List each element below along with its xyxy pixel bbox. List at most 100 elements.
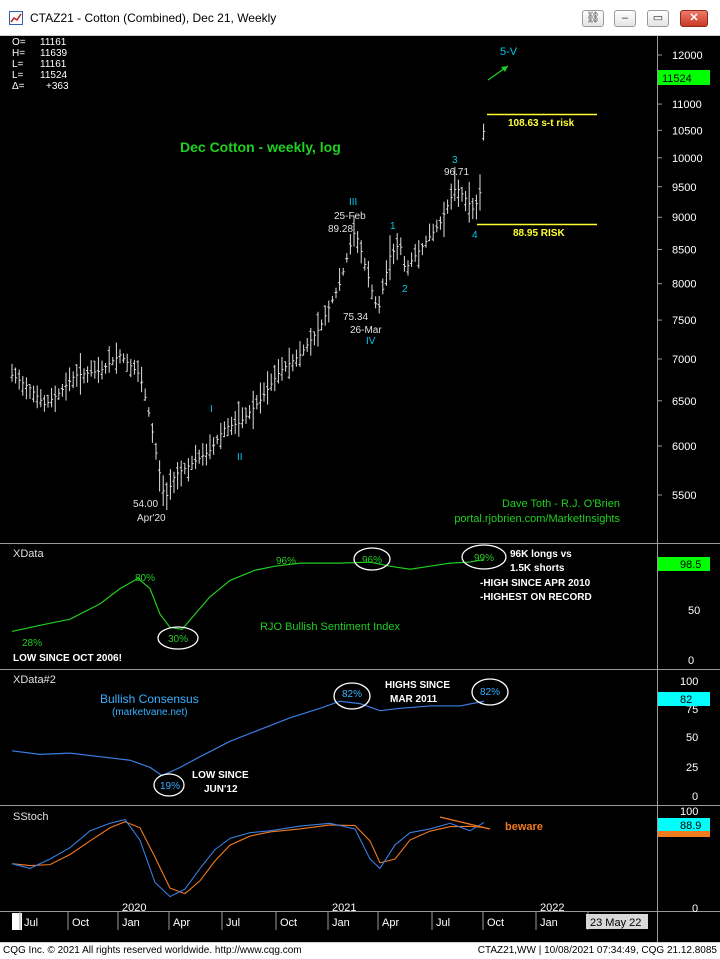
price-bar: [309, 328, 313, 356]
time-label-jan-22: Jan: [540, 917, 558, 929]
price-bar: [294, 349, 298, 367]
price-bar: [438, 216, 442, 230]
price-bar: [334, 287, 338, 299]
sstoch-beware-label: beware: [505, 821, 543, 833]
time-label-2022: 2022: [540, 902, 564, 914]
ohlc-last-value: 11524: [40, 70, 68, 81]
price-bar: [125, 353, 129, 372]
wave-3-price: 96.71: [444, 167, 469, 178]
price-bar: [42, 395, 46, 412]
price-bar: [226, 417, 230, 437]
price-tick-label: 9000: [672, 212, 696, 224]
time-label-2021: 2021: [332, 902, 356, 914]
price-bar: [46, 394, 50, 408]
price-bar: [222, 421, 226, 438]
price-bar: [104, 363, 108, 374]
wave-IV-date: 26-Mar: [350, 325, 382, 336]
price-bar: [190, 455, 194, 470]
low-price: 54.00: [133, 499, 158, 510]
last-price-text: 11524: [662, 73, 692, 85]
xdata2-last-marker: [658, 692, 710, 706]
chart-app-icon: [9, 11, 23, 25]
xdata2-19-circle: [153, 773, 185, 797]
author-credit: Dave Toth - R.J. O'Brien: [502, 498, 620, 510]
price-bar: [154, 442, 158, 460]
xdata-panel-name: XData: [13, 548, 44, 560]
price-bar: [140, 366, 144, 393]
price-bar: [183, 462, 187, 475]
price-tick-label: 6500: [672, 396, 696, 408]
price-bar: [17, 369, 21, 390]
xdata2-panel-name: XData#2: [13, 674, 56, 686]
sstoch-last-marker-2: [658, 831, 710, 837]
xdata2-subtitle: (marketvane.net): [112, 707, 188, 718]
time-label-jul-21: Jul: [436, 917, 450, 929]
price-tick-label: 7000: [672, 354, 696, 366]
minimize-button[interactable]: –: [614, 10, 636, 27]
price-bar: [86, 366, 90, 383]
sstoch-tick-100: 100: [680, 806, 698, 818]
xdata-last-value: 98.5: [680, 559, 701, 571]
price-bar: [28, 384, 32, 399]
price-bar: [381, 278, 385, 295]
xdata-96b-label: 96%: [362, 555, 382, 566]
price-bar: [338, 268, 342, 291]
price-bar: [424, 235, 428, 248]
xdata-28-label: 28%: [22, 638, 42, 649]
time-label-oct-21: Oct: [487, 917, 504, 929]
price-bar: [312, 331, 316, 346]
wave-III-price: 89.28: [328, 224, 353, 235]
price-bar: [168, 469, 172, 500]
sstoch-last-value: 88.9: [680, 820, 701, 832]
link-button[interactable]: ⛓: [582, 10, 604, 27]
close-button[interactable]: ✕: [680, 10, 708, 27]
price-bar: [258, 382, 262, 414]
xdata-99-label: 99%: [474, 553, 494, 564]
price-bar: [251, 390, 255, 430]
price-bar: [262, 382, 266, 402]
xdata-tick-0: 0: [688, 655, 694, 667]
price-bar: [384, 260, 388, 286]
time-label-jan-21: Jan: [332, 917, 350, 929]
price-bar: [14, 367, 18, 384]
price-bar: [129, 359, 133, 378]
xdata2-tick-50: 50: [686, 732, 698, 744]
price-bar: [392, 243, 396, 265]
wave-IV-price: 75.34: [343, 312, 368, 323]
price-bar: [320, 319, 324, 331]
sentiment-index-line: [11, 558, 485, 633]
xdata-note-3: -HIGH SINCE APR 2010: [480, 578, 591, 589]
price-bar: [204, 443, 208, 466]
price-tick-label: 12000: [672, 50, 703, 62]
status-info: CTAZ21,WW | 10/08/2021 07:34:49, CQG 21.…: [477, 945, 717, 956]
ohlc-low-label: L=: [12, 59, 24, 70]
stoch-fast-line: [11, 818, 485, 898]
price-bar: [417, 240, 421, 269]
restore-button[interactable]: ▭: [647, 10, 669, 27]
price-bar: [118, 349, 122, 364]
price-bar: [341, 267, 345, 276]
price-bar: [201, 443, 205, 466]
xdata2-highs-2: MAR 2011: [390, 694, 438, 705]
price-bar: [176, 462, 180, 490]
wave-5-label: 5-V: [500, 46, 518, 58]
xdata2-tick-25: 25: [686, 762, 698, 774]
price-bar: [35, 385, 39, 409]
divergence-line: [439, 816, 491, 830]
price-bar: [291, 354, 295, 372]
xdata-note-1: 96K longs vs: [510, 549, 572, 560]
time-axis-scroll-handle[interactable]: [12, 913, 22, 930]
price-bar: [24, 377, 28, 400]
price-bar: [161, 475, 165, 507]
price-bar: [172, 471, 176, 494]
xdata2-82b-label: 82%: [480, 687, 500, 698]
price-bar: [327, 300, 331, 323]
ohlc-last-label: L=: [12, 70, 24, 81]
price-bar: [75, 364, 79, 387]
xdata2-tick-100: 100: [680, 676, 698, 688]
xdata-96a-label: 96%: [276, 556, 296, 567]
xdata2-highs-1: HIGHS SINCE: [385, 680, 450, 691]
price-bar: [21, 375, 25, 396]
price-bar: [197, 449, 201, 464]
price-bar: [316, 311, 320, 347]
